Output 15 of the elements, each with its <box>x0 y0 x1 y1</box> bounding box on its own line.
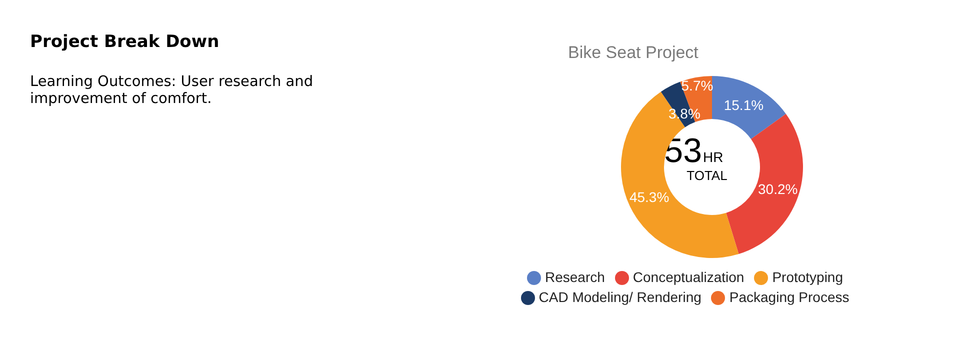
legend-label: Prototyping <box>772 269 844 285</box>
chart-subtitle: Bike Seat Project <box>568 43 698 63</box>
donut-slice <box>726 114 803 254</box>
data-label: 30.2% <box>758 181 798 198</box>
legend-label: Research <box>544 269 605 285</box>
text: Learning Outcomes: User research and improvement of comfort. <box>30 74 314 108</box>
text: HR <box>703 149 724 165</box>
legend-label: Conceptualization <box>632 269 744 285</box>
donut-slice <box>712 76 786 139</box>
data-label: 45.3% <box>629 189 670 206</box>
text: TOTAL <box>686 168 728 183</box>
legend-label: Packaging Process <box>729 289 850 305</box>
legend-label: CAD Modeling/ Rendering <box>538 289 702 305</box>
data-label: 15.1% <box>724 97 764 114</box>
text: Project Break Down <box>30 32 220 52</box>
